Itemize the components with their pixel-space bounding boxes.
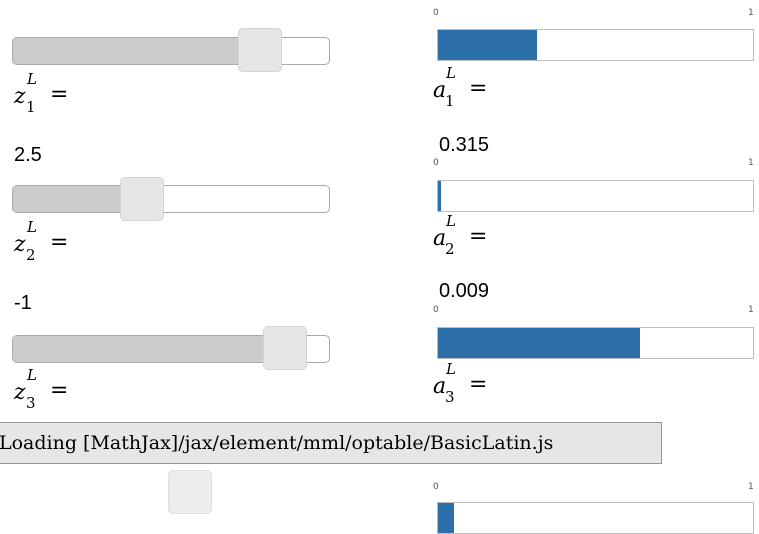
- mathjax-loading-message: Loading [MathJax]/jax/element/mml/optabl…: [0, 422, 662, 464]
- z2-slider[interactable]: [12, 185, 330, 213]
- z2-slider-handle[interactable]: [120, 177, 165, 221]
- z3-label: z L 3 =: [14, 366, 69, 412]
- z3-slider-fill: [13, 336, 287, 362]
- a1-tick-min: 0: [433, 8, 439, 18]
- z1-label: z L 1 =: [14, 70, 69, 116]
- a3-label: a L 3 =: [433, 360, 488, 406]
- a2-tick-max: 1: [748, 158, 754, 168]
- a1-bar: [437, 29, 754, 61]
- z1-value: 2.5: [14, 144, 42, 166]
- z4-slider-handle[interactable]: [168, 470, 212, 514]
- a4-tick-max: 1: [748, 482, 754, 492]
- a2-tick-min: 0: [433, 158, 439, 168]
- a4-bar: [437, 502, 754, 534]
- a1-tick-max: 1: [748, 8, 754, 18]
- a3-bar-fill: [438, 328, 640, 358]
- z1-slider[interactable]: [12, 37, 330, 65]
- a3-bar: [437, 327, 754, 359]
- a2-label: a L 2 =: [433, 212, 488, 258]
- z1-slider-fill: [13, 38, 262, 64]
- a2-bar-fill: [438, 181, 441, 211]
- a2-value: 0.009: [439, 280, 490, 302]
- z2-value: -1: [14, 292, 32, 314]
- z1-slider-handle[interactable]: [238, 28, 283, 72]
- a1-bar-fill: [438, 30, 538, 60]
- z3-slider-handle[interactable]: [263, 326, 308, 370]
- a3-tick-min: 0: [433, 305, 439, 315]
- a4-tick-min: 0: [433, 482, 439, 492]
- a2-bar: [437, 180, 754, 212]
- a3-tick-max: 1: [748, 305, 754, 315]
- a1-value: 0.315: [439, 134, 490, 156]
- z2-label: z L 2 =: [14, 218, 69, 264]
- a1-label: a L 1 =: [433, 64, 488, 110]
